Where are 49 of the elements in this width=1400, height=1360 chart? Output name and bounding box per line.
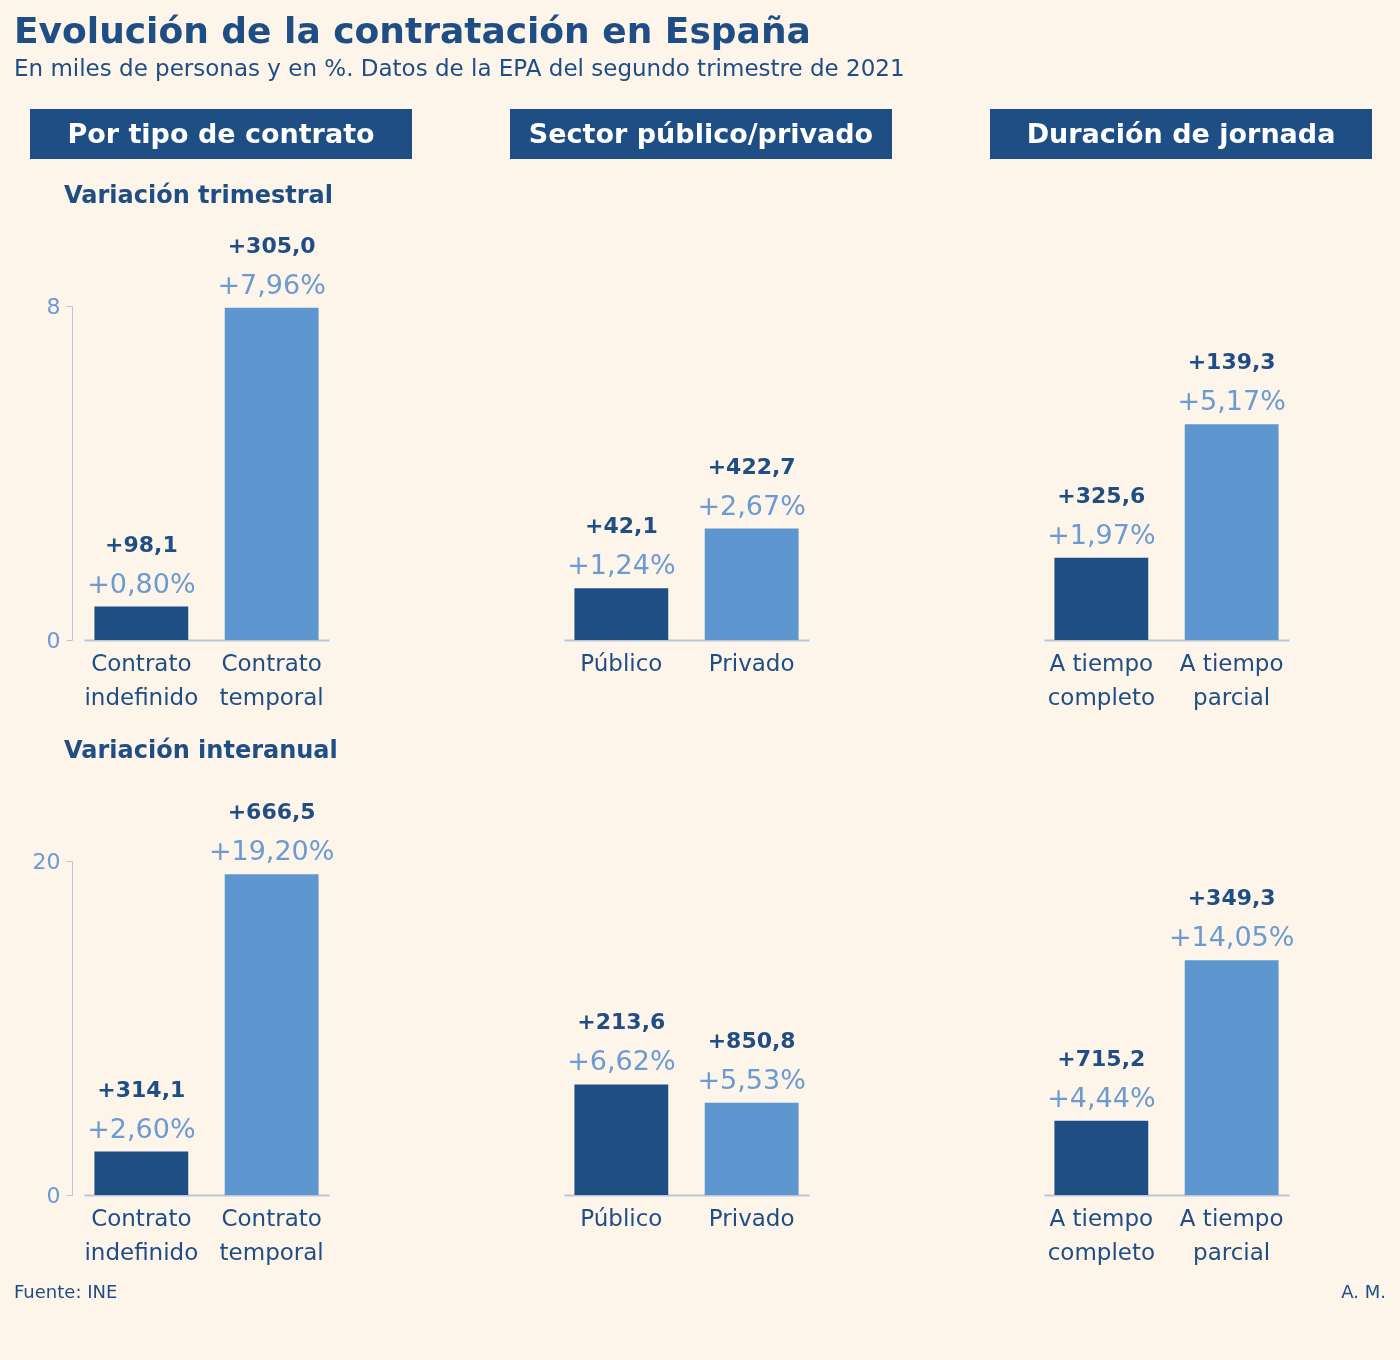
x-tick-label: Contrato temporal: [219, 1204, 324, 1265]
chart-subtitle: Variación trimestral: [64, 181, 334, 211]
annotation: +349,3: [1187, 885, 1276, 911]
x-tick-label: Público: [580, 1204, 663, 1231]
annotation: +850,8: [707, 1027, 796, 1053]
annotation: +314,1: [97, 1076, 186, 1102]
data-label: +0,80%: [87, 567, 196, 599]
y-tick-label: 0: [46, 627, 61, 653]
x-tick-label: Privado: [708, 649, 795, 676]
annotation: +98,1: [104, 531, 178, 557]
chart-title: Por tipo de contrato: [30, 109, 412, 159]
text: A. M.: [1340, 1281, 1386, 1302]
annotation: +666,5: [227, 799, 316, 825]
y-tick-label: 0: [46, 1182, 61, 1208]
data-label: +1,24%: [567, 549, 676, 581]
y-tick-label: 8: [46, 293, 61, 319]
source-note: Fuente: INE: [14, 1281, 119, 1302]
data-label: +14,05%: [1168, 921, 1295, 953]
chart-title: Duración de jornada: [990, 109, 1372, 159]
x-tick-label: Privado: [708, 1204, 795, 1231]
x-tick-label: A tiempo completo: [1047, 1204, 1156, 1265]
data-label: +19,20%: [208, 835, 335, 867]
text: En miles de personas y en %. Datos de la EPA del segundo trimestre de 2021: [14, 55, 906, 81]
data-label: +2,67%: [697, 489, 806, 521]
data-label: +5,17%: [1177, 385, 1286, 417]
data-label: +1,97%: [1047, 518, 1156, 550]
x-tick-label: A tiempo parcial: [1179, 1204, 1284, 1265]
data-label: +4,44%: [1047, 1081, 1156, 1113]
x-tick-label: Contrato indefinido: [84, 649, 199, 710]
x-tick-label: A tiempo parcial: [1179, 649, 1284, 710]
annotation: +139,3: [1187, 349, 1276, 375]
data-label: +7,96%: [217, 268, 326, 300]
data-label: +5,53%: [697, 1063, 806, 1095]
x-tick-label: Contrato indefinido: [84, 1204, 199, 1265]
chart-subtitle: Variación interanual: [64, 736, 339, 766]
annotation: +213,6: [577, 1009, 666, 1035]
chart-title: Sector público/privado: [510, 109, 892, 159]
annotation: +325,6: [1057, 482, 1146, 508]
annotation: +422,7: [707, 453, 796, 479]
text: Evolución de la contratación en España: [14, 10, 812, 51]
y-tick-label: 20: [32, 848, 61, 874]
annotation: +305,0: [227, 232, 316, 258]
annotation: +715,2: [1057, 1045, 1146, 1071]
x-tick-label: Contrato temporal: [219, 649, 324, 710]
x-tick-label: Público: [580, 649, 663, 676]
annotation: +42,1: [584, 513, 658, 539]
x-tick-label: A tiempo completo: [1047, 649, 1156, 710]
data-label: +6,62%: [567, 1045, 676, 1077]
data-label: +2,60%: [87, 1112, 196, 1144]
